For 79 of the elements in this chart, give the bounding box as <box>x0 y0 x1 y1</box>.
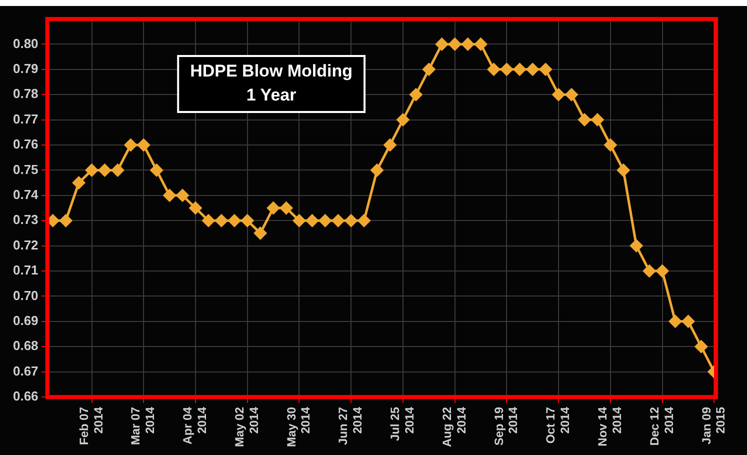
x-tick-label: Oct 17 2014 <box>544 406 572 444</box>
y-tick-label: 0.71 <box>12 262 38 278</box>
y-tick-label: 0.72 <box>12 237 38 252</box>
point <box>111 164 124 176</box>
point <box>565 88 578 101</box>
y-tick-label: 0.77 <box>12 111 38 126</box>
point <box>163 189 176 202</box>
x-tick-label: May 30 2014 <box>284 406 313 448</box>
point <box>474 38 488 50</box>
point <box>86 164 98 176</box>
point <box>60 214 72 227</box>
point <box>280 202 293 214</box>
point <box>500 63 513 76</box>
point <box>396 114 410 126</box>
point <box>513 63 526 76</box>
point <box>462 38 474 50</box>
point <box>694 340 708 353</box>
point <box>669 315 682 328</box>
point <box>539 63 552 76</box>
x-tick-label: May 02 2014 <box>232 406 261 448</box>
point <box>643 264 656 278</box>
x-tick-label: Jul 25 2014 <box>388 406 416 442</box>
y-tick-label: 0.67 <box>12 363 38 378</box>
point <box>332 214 344 227</box>
point <box>292 214 306 227</box>
point <box>591 114 604 126</box>
point <box>124 138 137 152</box>
point <box>254 226 267 240</box>
point <box>344 214 358 227</box>
x-tick-label: Aug 22 2014 <box>440 406 468 447</box>
x-tick-label: Mar 07 2014 <box>128 406 158 446</box>
point <box>682 315 694 328</box>
point <box>137 138 150 152</box>
point <box>176 189 189 202</box>
point <box>318 214 332 227</box>
y-tick-label: 0.74 <box>12 186 40 202</box>
y-tick-label: 0.69 <box>12 312 38 328</box>
point <box>422 63 436 76</box>
x-tick-label: Nov 14 2014 <box>596 406 624 446</box>
x-tick-label: Jan 09 2015 <box>699 406 728 444</box>
point <box>358 214 370 227</box>
point <box>630 240 643 252</box>
point <box>578 114 591 126</box>
point <box>526 63 539 76</box>
point <box>487 63 500 76</box>
y-tick-label: 0.80 <box>12 36 38 51</box>
x-tick-label: Feb 07 2014 <box>76 406 106 445</box>
point <box>189 202 202 214</box>
point <box>656 264 669 278</box>
point <box>150 164 163 176</box>
y-tick-label: 0.73 <box>12 212 38 228</box>
y-tick-label: 0.75 <box>12 162 38 177</box>
y-tick-label: 0.79 <box>12 60 38 76</box>
y-tick-label: 0.76 <box>12 136 38 152</box>
point <box>215 214 228 227</box>
point <box>370 164 384 176</box>
y-tick-label: 0.70 <box>12 288 38 303</box>
point <box>552 88 565 101</box>
point <box>384 138 396 152</box>
point <box>72 176 86 190</box>
y-tick-label: 0.66 <box>12 388 38 404</box>
point <box>306 214 318 227</box>
x-tick-label: Sep 19 2014 <box>492 406 520 446</box>
y-tick-label: 0.78 <box>12 86 38 102</box>
point <box>617 164 630 176</box>
point <box>436 38 448 50</box>
point <box>241 214 254 227</box>
point <box>267 202 280 214</box>
y-tick-label: 0.68 <box>12 338 38 354</box>
text: HDPE Blow Molding 1 Year <box>190 62 353 105</box>
x-tick-label: Apr 04 2014 <box>180 406 210 444</box>
point <box>98 164 111 176</box>
point <box>202 214 215 227</box>
point <box>604 138 617 152</box>
x-tick-label: Jun 27 2014 <box>336 406 365 445</box>
point <box>228 214 241 227</box>
point <box>410 88 422 101</box>
point <box>448 38 462 50</box>
x-tick-label: Dec 12 2014 <box>647 406 676 446</box>
